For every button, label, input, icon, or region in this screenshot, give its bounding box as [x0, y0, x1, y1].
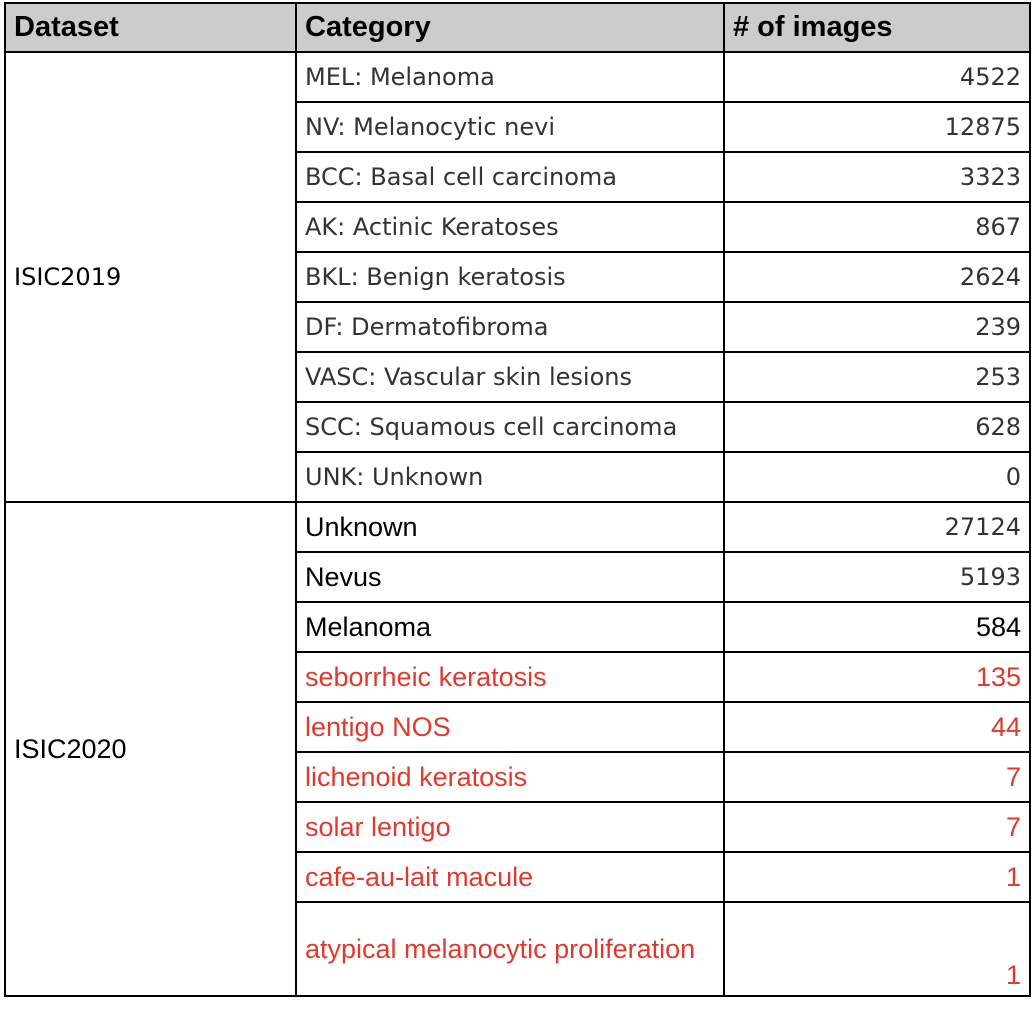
count-cell: 253 — [723, 351, 1031, 403]
category-cell: MEL: Melanoma — [295, 51, 725, 103]
table-row-highlighted: lichenoid keratosis 7 — [5, 751, 1031, 803]
category-cell: BKL: Benign keratosis — [295, 251, 725, 303]
table-row: BCC: Basal cell carcinoma 3323 — [5, 151, 1031, 203]
header-dataset: Dataset — [4, 2, 297, 53]
table-row: ISIC2019 MEL: Melanoma 4522 — [4, 51, 1031, 503]
table-row: BKL: Benign keratosis 2624 — [5, 251, 1031, 303]
category-cell: seborrheic keratosis — [295, 651, 725, 703]
table-row-highlighted: lentigo NOS 44 — [5, 701, 1031, 753]
table-row: Nevus 5193 — [5, 551, 1031, 603]
count-cell: 1 — [723, 901, 1031, 997]
count-cell: 628 — [723, 401, 1031, 453]
table-row-highlighted: seborrheic keratosis 135 — [5, 651, 1031, 703]
count-cell: 584 — [723, 601, 1031, 653]
category-cell: Nevus — [295, 551, 725, 603]
count-cell: 867 — [723, 201, 1031, 253]
category-cell: atypical melanocytic proliferation — [295, 901, 725, 997]
dataset-cell-isic2019: ISIC2019 — [4, 51, 297, 503]
table-row: UNK: Unknown 0 — [5, 451, 1031, 503]
table-row: ISIC2020 Unknown 27124 — [4, 501, 1031, 997]
category-cell: UNK: Unknown — [295, 451, 725, 503]
table-row: AK: Actinic Keratoses 867 — [5, 201, 1031, 253]
count-cell: 0 — [723, 451, 1031, 503]
table-row-highlighted: solar lentigo 7 — [5, 801, 1031, 853]
count-cell: 27124 — [723, 501, 1031, 553]
table-row-highlighted: atypical melanocytic proliferation 1 — [5, 901, 1031, 997]
count-cell: 3323 — [723, 151, 1031, 203]
category-cell: NV: Melanocytic nevi — [295, 101, 725, 153]
category-cell: solar lentigo — [295, 801, 725, 853]
header-category: Category — [295, 2, 725, 53]
category-cell: Melanoma — [295, 601, 725, 653]
category-cell: SCC: Squamous cell carcinoma — [295, 401, 725, 453]
header-count: # of images — [723, 2, 1031, 53]
category-cell: lichenoid keratosis — [295, 751, 725, 803]
dataset-table: Dataset Category # of images ISIC2019 ME… — [4, 2, 1031, 997]
table-row: VASC: Vascular skin lesions 253 — [5, 351, 1031, 403]
category-cell: AK: Actinic Keratoses — [295, 201, 725, 253]
category-cell: VASC: Vascular skin lesions — [295, 351, 725, 403]
count-cell: 239 — [723, 301, 1031, 353]
table-row: Melanoma 584 — [5, 601, 1031, 653]
table-row: SCC: Squamous cell carcinoma 628 — [5, 401, 1031, 453]
dataset-cell-isic2020: ISIC2020 — [4, 501, 297, 997]
count-cell: 1 — [723, 851, 1031, 903]
count-cell: 5193 — [723, 551, 1031, 603]
category-cell: DF: Dermatofibroma — [295, 301, 725, 353]
count-cell: 12875 — [723, 101, 1031, 153]
category-cell: cafe-au-lait macule — [295, 851, 725, 903]
table-row: DF: Dermatofibroma 239 — [5, 301, 1031, 353]
category-cell: BCC: Basal cell carcinoma — [295, 151, 725, 203]
count-cell: 7 — [723, 801, 1031, 853]
table-row: NV: Melanocytic nevi 12875 — [5, 101, 1031, 153]
count-cell: 44 — [723, 701, 1031, 753]
table-row-highlighted: cafe-au-lait macule 1 — [5, 851, 1031, 903]
count-cell: 135 — [723, 651, 1031, 703]
count-cell: 2624 — [723, 251, 1031, 303]
count-cell: 4522 — [723, 51, 1031, 103]
category-cell: Unknown — [295, 501, 725, 553]
header-row: Dataset Category # of images — [4, 2, 1031, 53]
category-cell: lentigo NOS — [295, 701, 725, 753]
count-cell: 7 — [723, 751, 1031, 803]
